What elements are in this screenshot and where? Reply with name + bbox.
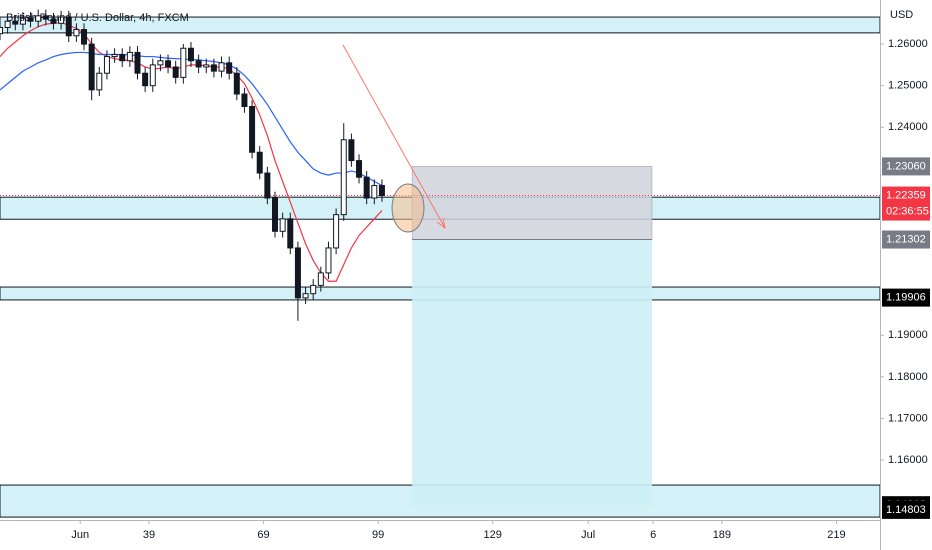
highlight-ellipse bbox=[391, 183, 425, 233]
candle-body bbox=[340, 139, 347, 216]
risk-box bbox=[411, 166, 653, 240]
y-tick-label: 1.24000 bbox=[888, 121, 928, 133]
candle-body bbox=[111, 53, 118, 58]
candle-body bbox=[325, 247, 332, 274]
candle-body bbox=[371, 185, 378, 199]
axis-background bbox=[880, 0, 932, 550]
candle-body bbox=[50, 18, 57, 24]
candle-body bbox=[119, 53, 126, 62]
y-tick-label: 1.26000 bbox=[888, 38, 928, 50]
price-tag bbox=[882, 157, 930, 176]
candle-body bbox=[210, 64, 217, 72]
currency-label: USD bbox=[890, 9, 913, 21]
candle-body bbox=[333, 214, 340, 249]
candle-body bbox=[294, 247, 301, 299]
candle-body bbox=[126, 51, 133, 62]
candle-body bbox=[4, 20, 11, 28]
candle-body bbox=[180, 47, 187, 78]
candle-body bbox=[272, 197, 278, 232]
candle-body bbox=[249, 105, 256, 153]
x-tick-label: 189 bbox=[713, 529, 731, 541]
candle-body bbox=[356, 160, 363, 178]
candle-body bbox=[363, 176, 370, 199]
price-tag-label: 1.21302 bbox=[886, 233, 926, 245]
candle-body bbox=[187, 47, 194, 62]
x-tick-label: Jun bbox=[71, 529, 89, 541]
y-tick-label: 1.16000 bbox=[888, 454, 928, 466]
y-tick-label: 1.19000 bbox=[888, 329, 928, 341]
candle-body bbox=[134, 51, 141, 74]
candle-body bbox=[103, 56, 110, 74]
trend-arrow bbox=[342, 44, 446, 229]
chart-title: British Pound / U.S. Dollar, 4h, FXCM bbox=[6, 12, 189, 24]
candle-body bbox=[241, 93, 248, 107]
candle-body bbox=[96, 72, 103, 91]
candle-body bbox=[218, 62, 225, 72]
candle-body bbox=[12, 20, 19, 25]
candle-body bbox=[35, 15, 42, 22]
candle-body bbox=[378, 185, 385, 197]
candle-body bbox=[149, 64, 156, 87]
x-tick-label: 99 bbox=[372, 529, 384, 541]
x-tick-label: 219 bbox=[827, 529, 845, 541]
candle-body bbox=[27, 17, 34, 22]
x-tick-label: 69 bbox=[257, 529, 269, 541]
candle-body bbox=[256, 151, 263, 174]
candle-body bbox=[172, 66, 179, 78]
candle-body bbox=[287, 218, 294, 249]
candle-body bbox=[279, 218, 286, 232]
arrow-head bbox=[436, 217, 446, 230]
price-tag-label: 1.19906 bbox=[886, 292, 926, 304]
y-tick-label: 1.17000 bbox=[888, 412, 928, 424]
time-axis-background bbox=[0, 520, 880, 550]
current-price-label: 1.22359 bbox=[886, 189, 926, 201]
candle-body bbox=[348, 139, 355, 162]
x-tick-label: 6 bbox=[650, 529, 656, 541]
candle-body bbox=[317, 272, 324, 286]
candle-body bbox=[203, 64, 210, 68]
price-tag bbox=[882, 230, 930, 249]
candle-body bbox=[42, 15, 49, 20]
x-tick-label: 129 bbox=[484, 529, 502, 541]
price-tag bbox=[882, 288, 930, 307]
x-tick-label: 39 bbox=[143, 529, 155, 541]
plot-area bbox=[0, 9, 881, 518]
candle-body bbox=[81, 29, 88, 45]
candle-body bbox=[310, 284, 317, 295]
candle-body bbox=[88, 43, 95, 91]
candle-body bbox=[142, 72, 149, 87]
candle-body bbox=[165, 60, 172, 68]
candle-body bbox=[65, 16, 72, 37]
candle-body bbox=[73, 29, 80, 37]
candle-body bbox=[302, 293, 309, 299]
candle-body bbox=[58, 16, 65, 24]
candle-body bbox=[0, 26, 3, 35]
candle-body bbox=[233, 72, 240, 95]
candle-body bbox=[264, 172, 271, 199]
price-tag-label: 1.14803 bbox=[886, 504, 926, 516]
current-price-tag bbox=[882, 186, 930, 221]
x-tick-label: Jul bbox=[581, 529, 595, 541]
price-tag-label: 1.23060 bbox=[886, 160, 926, 172]
y-tick-label: 1.18000 bbox=[888, 371, 928, 383]
candle-body bbox=[157, 60, 164, 66]
reward-box bbox=[412, 239, 652, 506]
candle-body bbox=[226, 62, 233, 74]
candle-body bbox=[195, 60, 202, 68]
countdown-label: 02:36:55 bbox=[886, 205, 929, 217]
y-tick-label: 1.25000 bbox=[888, 80, 928, 92]
candle-body bbox=[19, 17, 26, 25]
price-tag bbox=[882, 500, 930, 519]
